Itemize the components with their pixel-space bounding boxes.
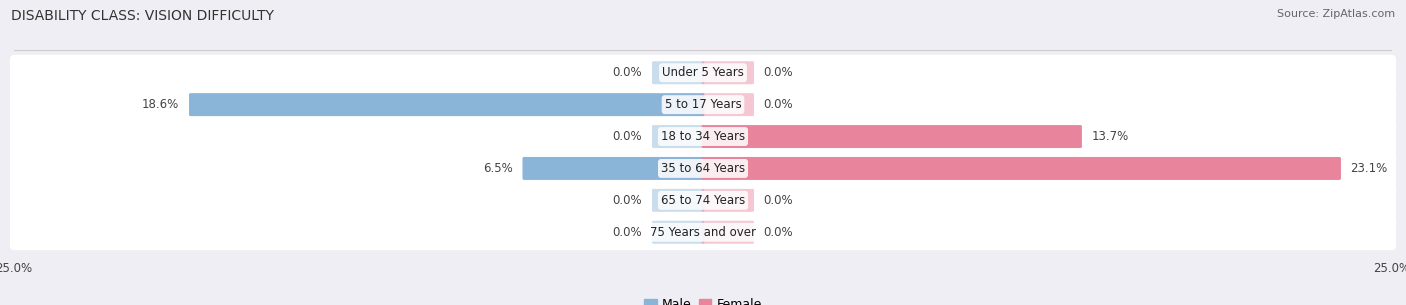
Text: DISABILITY CLASS: VISION DIFFICULTY: DISABILITY CLASS: VISION DIFFICULTY: [11, 9, 274, 23]
Text: Under 5 Years: Under 5 Years: [662, 66, 744, 79]
Text: Source: ZipAtlas.com: Source: ZipAtlas.com: [1277, 9, 1395, 19]
FancyBboxPatch shape: [10, 151, 1396, 186]
FancyBboxPatch shape: [702, 189, 754, 212]
Text: 13.7%: 13.7%: [1091, 130, 1129, 143]
Text: 23.1%: 23.1%: [1351, 162, 1388, 175]
FancyBboxPatch shape: [702, 93, 754, 116]
FancyBboxPatch shape: [702, 221, 754, 244]
FancyBboxPatch shape: [652, 125, 704, 148]
FancyBboxPatch shape: [10, 119, 1396, 154]
Text: 65 to 74 Years: 65 to 74 Years: [661, 194, 745, 207]
Text: 0.0%: 0.0%: [763, 66, 793, 79]
Text: 0.0%: 0.0%: [613, 194, 643, 207]
FancyBboxPatch shape: [188, 93, 704, 116]
Text: 18.6%: 18.6%: [142, 98, 180, 111]
FancyBboxPatch shape: [652, 189, 704, 212]
Text: 75 Years and over: 75 Years and over: [650, 226, 756, 239]
FancyBboxPatch shape: [10, 55, 1396, 91]
Text: 5 to 17 Years: 5 to 17 Years: [665, 98, 741, 111]
FancyBboxPatch shape: [652, 61, 704, 84]
Text: 35 to 64 Years: 35 to 64 Years: [661, 162, 745, 175]
FancyBboxPatch shape: [702, 61, 754, 84]
Text: 6.5%: 6.5%: [484, 162, 513, 175]
FancyBboxPatch shape: [652, 221, 704, 244]
Text: 18 to 34 Years: 18 to 34 Years: [661, 130, 745, 143]
Text: 0.0%: 0.0%: [763, 98, 793, 111]
FancyBboxPatch shape: [10, 214, 1396, 250]
FancyBboxPatch shape: [523, 157, 704, 180]
Text: 0.0%: 0.0%: [613, 130, 643, 143]
Text: 0.0%: 0.0%: [763, 226, 793, 239]
Text: 0.0%: 0.0%: [763, 194, 793, 207]
FancyBboxPatch shape: [10, 182, 1396, 218]
Legend: Male, Female: Male, Female: [640, 293, 766, 305]
FancyBboxPatch shape: [702, 125, 1083, 148]
FancyBboxPatch shape: [10, 87, 1396, 123]
Text: 0.0%: 0.0%: [613, 226, 643, 239]
FancyBboxPatch shape: [702, 157, 1341, 180]
Text: 0.0%: 0.0%: [613, 66, 643, 79]
